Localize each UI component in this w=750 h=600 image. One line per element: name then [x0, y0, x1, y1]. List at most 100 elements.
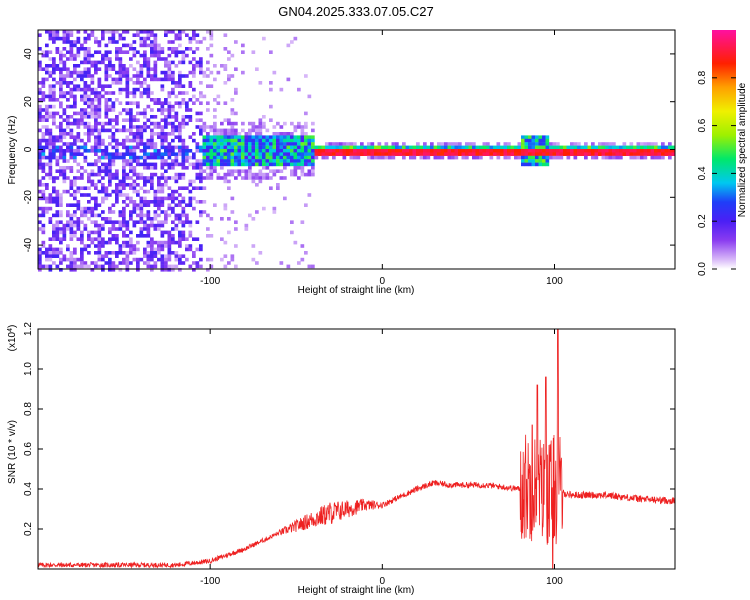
- spectrogram-cell-1899: [213, 135, 217, 139]
- spectrogram-cell-2017: [230, 254, 235, 258]
- spectrogram-cell-1562: [171, 264, 175, 269]
- spectrogram-cell-1624: [178, 172, 182, 177]
- spectrogram-ytick-label-4: 40: [23, 48, 34, 60]
- spectrogram-cell-2781: [605, 142, 609, 146]
- spectrogram-cell-1421: [160, 183, 165, 187]
- spectrogram-cell-1295: [150, 145, 154, 150]
- spectrogram-cell-1102: [132, 200, 137, 204]
- spectrogram-cell-1302: [150, 179, 154, 184]
- spectrogram-cell-2653: [524, 145, 529, 150]
- spectrogram-cell-1781: [195, 247, 200, 252]
- spectrogram-cell-1515: [167, 237, 172, 241]
- spectrogram-cell-2179: [265, 142, 270, 146]
- spectrogram-cell-2765: [591, 149, 595, 153]
- spectrogram-cell-1010: [125, 145, 130, 150]
- spectrogram-cell-1753: [192, 196, 196, 201]
- spectrogram-cell-1461: [164, 159, 168, 163]
- spectrogram-cell-1581: [174, 152, 179, 156]
- spectrogram-cell-2586: [472, 152, 476, 156]
- spectrogram-cell-657: [94, 145, 98, 150]
- spectrogram-cell-185: [52, 186, 56, 190]
- spectrogram-cell-656: [94, 142, 98, 146]
- spectrogram-cell-396: [69, 251, 74, 255]
- spectrogram-cell-587: [87, 186, 91, 190]
- spectrogram-cell-2533: [433, 145, 438, 150]
- spectrogram-cell-1894: [213, 115, 217, 119]
- spectrogram-cell-637: [94, 50, 98, 54]
- spectrogram-cell-2307: [293, 169, 298, 173]
- spectrogram-cell-2246: [279, 159, 284, 163]
- spectrogram-cell-2216: [272, 159, 277, 163]
- colorbar-tick-label-3: 0.6: [697, 118, 708, 132]
- spectrogram-cell-895: [115, 152, 119, 156]
- spectrogram-cell-977: [122, 200, 126, 204]
- spectrogram-cell-339: [66, 142, 70, 146]
- spectrogram-cell-807: [108, 84, 112, 88]
- spectrogram-cell-1720: [188, 179, 193, 184]
- spectrogram-cell-1763: [195, 60, 200, 65]
- spectrogram-cell-137: [48, 162, 53, 167]
- spectrogram-cell-1593: [174, 223, 179, 228]
- spectrogram-cell-2503: [405, 152, 410, 156]
- spectrogram-cell-2489: [395, 142, 399, 146]
- spectrogram-cell-2846: [654, 149, 658, 153]
- spectrogram-cell-12: [38, 115, 42, 119]
- spectrogram-cell-1184: [139, 220, 144, 224]
- spectrogram-cell-1804: [199, 169, 203, 173]
- spectrogram-cell-2710: [545, 155, 550, 160]
- spectrogram-cell-2160: [262, 115, 266, 119]
- spectrogram-cell-1195: [143, 57, 147, 61]
- spectrogram-cell-2640: [517, 155, 522, 160]
- spectrogram-cell-1146: [136, 247, 140, 252]
- spectrogram-cell-2822: [636, 149, 641, 153]
- spectrogram-cell-267: [59, 196, 63, 201]
- spectrogram-cell-1547: [171, 162, 175, 167]
- spectrogram-cell-463: [76, 145, 81, 150]
- spectrogram-cell-2812: [629, 145, 634, 150]
- spectrogram-cell-1366: [157, 77, 161, 82]
- spectrogram-cell-1524: [171, 30, 175, 34]
- spectrogram-cell-1424: [160, 196, 165, 201]
- snr-ytick-label-1: 0.4: [23, 482, 34, 496]
- spectrogram-cell-2836: [647, 145, 651, 150]
- spectrogram-cell-1117: [136, 74, 140, 78]
- spectrogram-cell-2454: [367, 149, 371, 153]
- spectrogram-cell-2001: [230, 125, 235, 129]
- spectrogram-cell-926: [118, 87, 123, 92]
- spectrogram-cell-1488: [167, 74, 172, 78]
- spectrogram-cell-193: [52, 234, 56, 238]
- spectrogram-cell-1614: [178, 121, 182, 126]
- spectrogram-cell-1119: [136, 81, 140, 85]
- spectrogram-cell-1107: [132, 223, 137, 228]
- spectrogram-cell-942: [118, 223, 123, 228]
- spectrogram-cell-984: [122, 230, 126, 235]
- spectrogram-cell-2841: [650, 149, 655, 153]
- spectrogram-cell-437: [73, 230, 77, 235]
- spectrogram-cell-1592: [174, 217, 179, 221]
- spectrogram-cell-863: [111, 172, 116, 177]
- spectrogram-cell-1564: [174, 33, 179, 37]
- spectrogram-cell-1339: [153, 149, 158, 153]
- spectrogram-cell-2016: [230, 210, 235, 214]
- spectrogram-cell-2100: [248, 176, 252, 180]
- spectrogram-cell-1702: [185, 244, 189, 248]
- spectrogram-cell-1767: [195, 118, 200, 122]
- spectrogram-cell-1531: [171, 77, 175, 82]
- spectrogram-cell-59: [41, 162, 46, 167]
- spectrogram-cell-1106: [132, 220, 137, 224]
- spectrogram-cell-1682: [185, 53, 189, 58]
- spectrogram-cell-546: [83, 169, 88, 173]
- spectrogram-cell-210: [55, 135, 60, 139]
- spectrogram-cell-368: [69, 91, 74, 95]
- spectrogram-cell-1934: [220, 145, 224, 150]
- spectrogram-xtick-label-1: 0: [380, 276, 386, 287]
- spectrogram-cell-2309: [293, 240, 298, 245]
- spectrogram-cell-336: [66, 121, 70, 126]
- snr-ytick-label-5: 1.2: [23, 322, 34, 336]
- spectrogram-cell-2713: [549, 142, 553, 146]
- spectrogram-cell-492: [80, 115, 84, 119]
- spectrogram-cell-2791: [612, 142, 616, 146]
- spectrogram-cell-1688: [185, 115, 189, 119]
- spectrogram-cell-2698: [542, 145, 546, 150]
- spectrogram-cell-2723: [556, 142, 560, 146]
